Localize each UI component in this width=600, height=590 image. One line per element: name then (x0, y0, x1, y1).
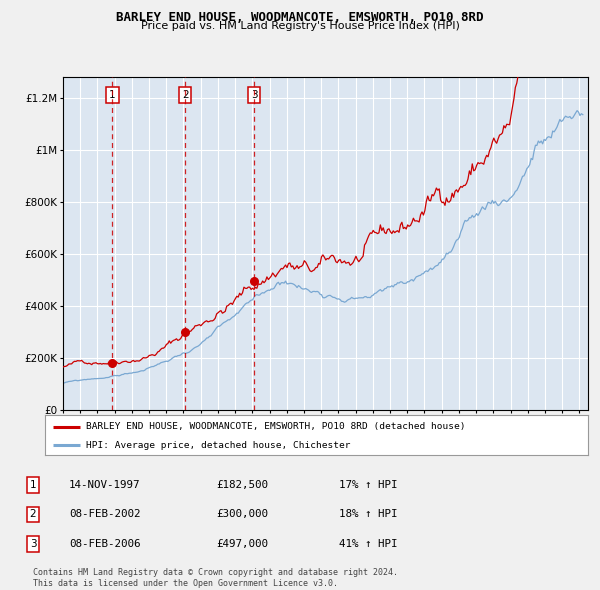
Text: 14-NOV-1997: 14-NOV-1997 (69, 480, 140, 490)
Text: 18% ↑ HPI: 18% ↑ HPI (339, 510, 397, 519)
Text: Price paid vs. HM Land Registry's House Price Index (HPI): Price paid vs. HM Land Registry's House … (140, 21, 460, 31)
Text: BARLEY END HOUSE, WOODMANCOTE, EMSWORTH, PO10 8RD: BARLEY END HOUSE, WOODMANCOTE, EMSWORTH,… (116, 11, 484, 24)
Text: 08-FEB-2006: 08-FEB-2006 (69, 539, 140, 549)
Text: 3: 3 (251, 90, 257, 100)
Text: Contains HM Land Registry data © Crown copyright and database right 2024.
This d: Contains HM Land Registry data © Crown c… (33, 568, 398, 588)
Text: BARLEY END HOUSE, WOODMANCOTE, EMSWORTH, PO10 8RD (detached house): BARLEY END HOUSE, WOODMANCOTE, EMSWORTH,… (86, 422, 465, 431)
Text: £497,000: £497,000 (216, 539, 268, 549)
Text: 1: 1 (29, 480, 37, 490)
Text: HPI: Average price, detached house, Chichester: HPI: Average price, detached house, Chic… (86, 441, 350, 450)
Text: 41% ↑ HPI: 41% ↑ HPI (339, 539, 397, 549)
Text: 17% ↑ HPI: 17% ↑ HPI (339, 480, 397, 490)
Text: 1: 1 (109, 90, 116, 100)
Text: £182,500: £182,500 (216, 480, 268, 490)
Text: 2: 2 (182, 90, 188, 100)
Text: 2: 2 (29, 510, 37, 519)
Text: 08-FEB-2002: 08-FEB-2002 (69, 510, 140, 519)
Text: £300,000: £300,000 (216, 510, 268, 519)
Text: 3: 3 (29, 539, 37, 549)
